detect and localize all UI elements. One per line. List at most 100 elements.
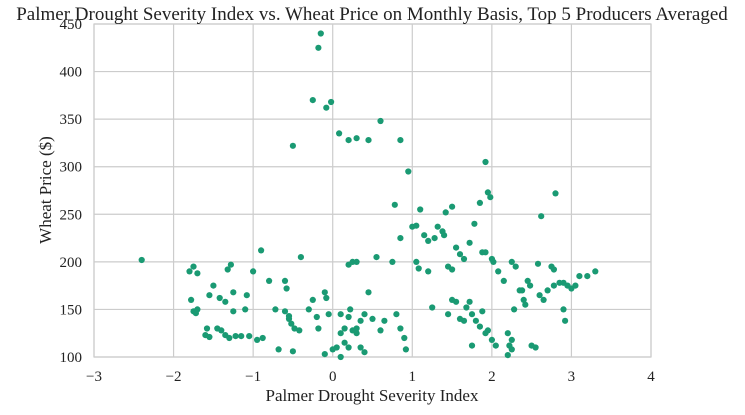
data-point (218, 327, 225, 334)
data-point (442, 209, 449, 216)
data-point (534, 260, 542, 267)
data-point (285, 313, 293, 320)
data-point (413, 222, 420, 229)
data-point (584, 273, 591, 280)
data-point (313, 313, 320, 321)
y-tick-label: 350 (60, 112, 83, 128)
data-point (484, 189, 491, 196)
data-point (550, 282, 558, 289)
data-point (353, 135, 360, 142)
y-tick-label: 450 (60, 17, 83, 33)
data-point (341, 339, 348, 346)
data-point (576, 273, 583, 280)
data-point (453, 244, 460, 251)
y-tick-labels: 100 150 200 250 300 350 400 450 (60, 17, 83, 366)
data-point (527, 282, 534, 289)
data-point (341, 325, 348, 332)
x-tick-label: −2 (166, 369, 182, 385)
data-point (230, 289, 237, 296)
data-point (449, 266, 456, 273)
data-point (482, 158, 489, 166)
data-point (415, 265, 422, 272)
data-point (289, 142, 296, 149)
data-point (519, 287, 526, 294)
data-point (472, 317, 479, 324)
data-point (373, 254, 380, 261)
data-point (281, 277, 289, 284)
y-tick-label: 100 (60, 350, 83, 366)
data-point (445, 311, 452, 318)
data-point (460, 317, 468, 324)
data-point (401, 334, 408, 342)
data-point (328, 98, 335, 106)
data-point (258, 247, 265, 254)
data-point (538, 213, 545, 220)
data-point (468, 342, 476, 349)
y-tick-label: 200 (60, 255, 83, 271)
x-tick-label: −1 (245, 369, 261, 385)
data-point (520, 296, 527, 303)
data-point (504, 352, 511, 359)
data-point (377, 117, 384, 125)
data-point (425, 237, 432, 244)
y-tick-label: 300 (60, 160, 83, 176)
data-point (490, 258, 497, 265)
data-point (347, 306, 354, 313)
data-point (288, 320, 295, 327)
data-point (194, 306, 201, 313)
data-point (453, 298, 460, 305)
data-point (522, 301, 529, 308)
data-point (321, 289, 328, 296)
data-point (206, 333, 213, 341)
data-point (206, 292, 213, 299)
chart-title: Palmer Drought Severity Index vs. Wheat … (16, 4, 728, 25)
data-point (391, 201, 398, 208)
data-point (402, 346, 409, 353)
y-axis-label: Wheat Price ($) (36, 136, 55, 244)
data-point (305, 306, 312, 313)
data-point (138, 256, 145, 264)
data-point (188, 296, 195, 303)
data-point (389, 258, 396, 265)
data-point (226, 334, 233, 342)
data-point (488, 336, 495, 343)
data-point (460, 255, 468, 263)
data-point (289, 348, 296, 355)
data-point (434, 223, 441, 230)
data-point (441, 232, 448, 239)
data-point (224, 266, 231, 273)
data-point (405, 168, 412, 175)
data-point (429, 304, 436, 311)
data-point (365, 289, 372, 296)
plot-border (93, 23, 652, 358)
data-point (297, 254, 304, 261)
x-tick-label: −3 (86, 369, 102, 385)
data-point (321, 351, 328, 358)
x-tick-label: 2 (488, 369, 496, 385)
data-point (361, 311, 368, 318)
data-point (309, 97, 316, 104)
data-point (397, 137, 404, 144)
data-point (466, 298, 473, 305)
data-point (242, 306, 249, 313)
data-point (381, 317, 388, 324)
data-point (275, 346, 282, 353)
data-point (250, 268, 257, 275)
x-axis-label: Palmer Drought Severity Index (266, 386, 479, 405)
data-point (397, 235, 404, 242)
data-point (337, 353, 344, 361)
x-tick-label: 4 (647, 369, 655, 385)
data-point (479, 308, 486, 315)
data-point (449, 203, 456, 210)
data-point (572, 282, 579, 289)
data-point (296, 327, 303, 334)
data-point (190, 263, 197, 270)
data-point (487, 194, 494, 201)
x-tick-label: 0 (329, 369, 337, 385)
data-point (259, 334, 266, 342)
data-point (495, 268, 502, 275)
data-point (337, 330, 344, 337)
data-point (500, 277, 507, 284)
y-tick-label: 250 (60, 207, 83, 223)
